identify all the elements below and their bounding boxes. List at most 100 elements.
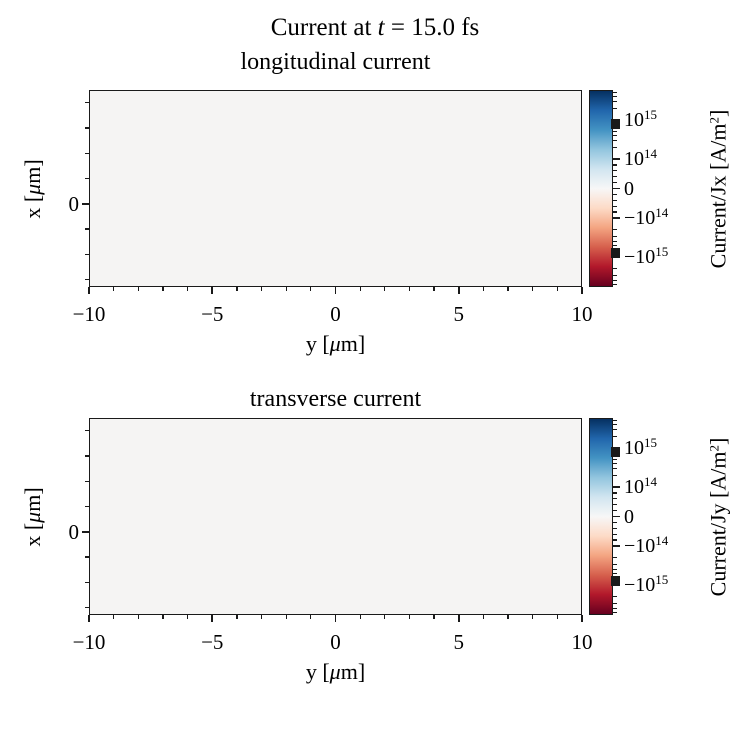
y-axis-label-part: μ [20, 511, 45, 523]
colorbar-tick-label-exponent: 14 [655, 533, 669, 548]
x-axis-major-tick [581, 287, 583, 294]
x-axis-minor-tick [113, 615, 115, 619]
x-axis-label-part: y [ [305, 659, 330, 684]
colorbar-tick-label-base: 10 [624, 437, 644, 459]
y-axis-minor-tick [85, 152, 89, 154]
x-axis-minor-tick [408, 287, 411, 291]
y-axis-label-part: μ [20, 183, 45, 195]
colorbar-minor-tick [613, 240, 617, 243]
colorbar-minor-tick [613, 539, 617, 541]
colorbar-minor-tick [613, 492, 617, 494]
colorbar-label-pre-base: Current/Jx [A/m [705, 123, 731, 268]
colorbar [589, 90, 613, 287]
x-axis-minor-tick [113, 287, 115, 291]
x-tick-label: −10 [72, 630, 106, 654]
colorbar-major-tick [613, 486, 620, 488]
colorbar-major-tick [613, 158, 620, 160]
x-axis-minor-tick [384, 615, 386, 619]
x-axis-major-tick [334, 615, 337, 622]
colorbar-minor-tick [613, 274, 617, 277]
x-axis-label-part: μ [329, 331, 341, 356]
colorbar-minor-tick [613, 146, 617, 148]
x-axis-minor-tick [556, 615, 558, 619]
colorbar-tick-label-base: −10 [624, 207, 656, 229]
suptitle-post: = 15.0 fs [384, 14, 480, 41]
colorbar-minor-tick [613, 596, 617, 598]
colorbar-label-pre-base: Current/Jy [A/m [705, 451, 731, 596]
colorbar-minor-tick [613, 176, 617, 178]
colorbar-tick-cluster-marker [611, 119, 620, 129]
x-axis-minor-tick [310, 287, 312, 291]
colorbar-minor-tick [613, 467, 617, 470]
x-tick-label: 10 [571, 302, 593, 326]
x-tick-label: −5 [201, 302, 224, 326]
colorbar-minor-tick [613, 205, 617, 207]
colorbar-minor-tick [613, 199, 617, 201]
colorbar-minor-tick [613, 283, 617, 285]
colorbar-tick-label: 1015 [624, 107, 657, 134]
colorbar-minor-tick [613, 509, 617, 512]
colorbar-minor-tick [613, 521, 617, 524]
colorbar-tick-label-base: 10 [624, 109, 644, 131]
colorbar-tick-label: −1014 [624, 205, 668, 232]
colorbar-minor-tick [613, 474, 617, 476]
x-axis-label: y [μm] [89, 659, 582, 685]
x-axis-major-tick [457, 287, 460, 294]
x-axis-major-tick [457, 615, 460, 622]
y-axis-major-tick [82, 530, 89, 533]
colorbar-tick-label-base: −10 [624, 574, 656, 596]
x-axis-minor-tick [507, 615, 509, 619]
colorbar-tick-label: −1015 [624, 244, 669, 271]
y-axis-label: x [μm] [20, 159, 46, 218]
x-axis-minor-tick [532, 615, 534, 619]
colorbar-minor-tick [613, 456, 617, 458]
colorbar-tick-label-exponent: 15 [655, 244, 669, 259]
colorbar-major-tick [613, 187, 620, 190]
colorbar-tick-cluster-marker [611, 447, 620, 457]
y-tick-label: 0 [68, 519, 80, 544]
colorbar-major-tick [613, 515, 620, 518]
colorbar-minor-tick [613, 92, 617, 94]
colorbar-minor-tick [613, 504, 617, 506]
colorbar-minor-tick [613, 268, 617, 270]
x-axis-label-part: m] [340, 331, 366, 356]
x-axis-minor-tick [260, 615, 263, 619]
colorbar-minor-tick [613, 533, 617, 535]
y-axis-minor-tick [85, 177, 89, 180]
colorbar-tick-label-exponent: 15 [644, 107, 657, 122]
colorbar-tick-label-base: 10 [624, 148, 644, 170]
colorbar-tick-label-base: −10 [624, 246, 656, 268]
y-axis-minor-tick [85, 606, 89, 609]
colorbar-tick-label-exponent: 14 [644, 474, 657, 489]
y-axis-minor-tick [85, 228, 89, 230]
y-axis-minor-tick [85, 253, 89, 255]
colorbar [589, 418, 613, 615]
x-tick-label: −5 [201, 630, 224, 654]
colorbar-minor-tick [613, 568, 617, 571]
x-axis-minor-tick [532, 287, 534, 291]
colorbar-minor-tick [613, 611, 617, 613]
x-axis-minor-tick [186, 615, 189, 619]
y-tick-label: 0 [68, 191, 80, 216]
colorbar-minor-tick [613, 498, 617, 500]
colorbar-minor-tick [613, 428, 617, 431]
colorbar-tick-label: 1015 [624, 435, 657, 462]
x-axis-major-tick [211, 615, 214, 622]
colorbar-tick-cluster-marker [611, 248, 620, 258]
x-axis-minor-tick [236, 615, 238, 619]
colorbar-minor-tick [613, 100, 617, 103]
y-axis-minor-tick [85, 455, 89, 457]
colorbar-minor-tick [613, 131, 617, 133]
x-tick-label: 0 [330, 302, 341, 326]
colorbar-label-post: ] [705, 109, 731, 117]
colorbar-minor-tick [613, 181, 617, 184]
colorbar-major-tick [613, 217, 620, 219]
colorbar-tick-label: 0 [624, 505, 634, 529]
colorbar-major-tick [613, 545, 620, 547]
colorbar-tick-label-base: 0 [624, 177, 634, 200]
colorbar-minor-tick [613, 247, 617, 249]
x-axis-minor-tick [433, 615, 435, 619]
colorbar-minor-tick [613, 211, 617, 213]
x-axis-minor-tick [408, 615, 411, 619]
